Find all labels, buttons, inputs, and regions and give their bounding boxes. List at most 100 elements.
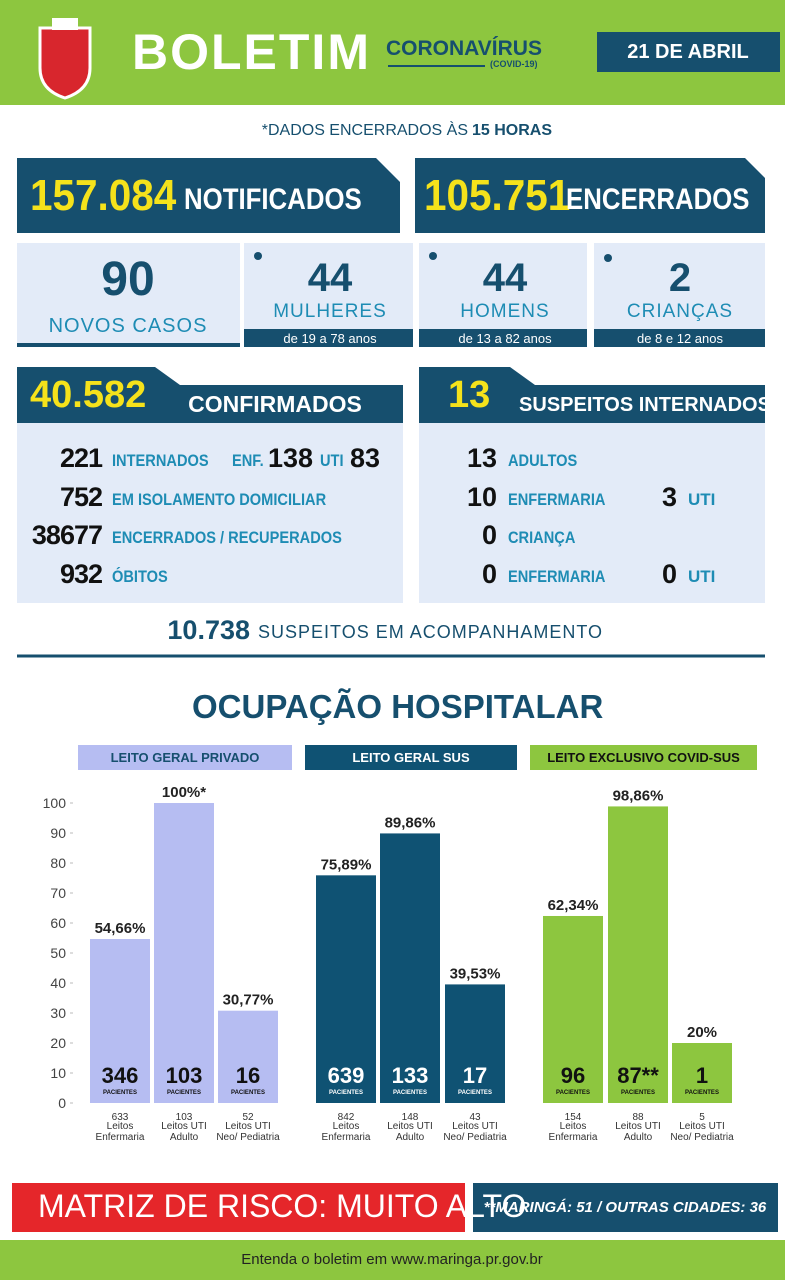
patients-label: PACIENTES xyxy=(621,1090,655,1096)
row-extra-label: UTI xyxy=(320,451,344,470)
patients-label: PACIENTES xyxy=(329,1090,363,1096)
row-label: CRIANÇA xyxy=(508,528,576,547)
bed-count: 52 xyxy=(242,1112,254,1123)
y-tick-label: 90 xyxy=(50,825,66,841)
row-extra-value: 138 xyxy=(268,443,314,473)
risk: MATRIZ DE RISCO: MUITO ALTO xyxy=(38,1188,527,1224)
risk-note: **MARINGÁ: 51 / OUTRAS CIDADES: 36 xyxy=(483,1199,767,1216)
bar xyxy=(672,1043,732,1103)
row-value: 0 xyxy=(481,520,497,550)
patients-label: PACIENTES xyxy=(167,1090,201,1096)
row-extra-value: 83 xyxy=(350,443,381,473)
row-value: 0 xyxy=(481,559,497,589)
icon xyxy=(429,252,437,260)
row-label: ENCERRADOS / RECUPERADOS xyxy=(112,528,342,547)
risk-box xyxy=(12,1183,465,1232)
value-label: 39,53% xyxy=(450,965,501,982)
note-hours: 15 HORAS xyxy=(472,122,553,139)
header-subtitle-note: (COVID-19) xyxy=(490,59,538,69)
total-value: 105.751 xyxy=(424,171,571,220)
total-label: ENCERRADOS xyxy=(566,183,750,216)
row-extra-label: ENF. xyxy=(232,451,264,470)
total-value: 157.084 xyxy=(30,171,177,220)
row-value: 38677 xyxy=(31,520,103,550)
section-title: OCUPAÇÃO HOSPITALAR xyxy=(192,688,604,725)
row-extra-label: UTI xyxy=(688,490,716,509)
value-label: 54,66% xyxy=(95,920,146,937)
y-tick-label: 70 xyxy=(50,885,66,901)
y-tick-label: 30 xyxy=(50,1005,66,1021)
group-label: MULHERES xyxy=(273,301,387,322)
confirmed-value: 40.582 xyxy=(30,374,147,416)
category-label: Leitos Enfermaria xyxy=(95,1121,145,1143)
monitoring-value: 10.738 xyxy=(167,615,250,645)
footer-bar xyxy=(0,1240,785,1280)
header-subtitle: CORONAVÍRUS xyxy=(386,37,542,60)
chart-title: LEITO GERAL PRIVADO xyxy=(111,750,260,765)
footer: Entenda o boletim em www.maringa.pr.gov.… xyxy=(241,1251,543,1268)
range-strip xyxy=(594,329,765,347)
patients-label: PACIENTES xyxy=(103,1090,137,1096)
new-cases-label: NOVOS CASOS xyxy=(48,315,208,337)
suspects-value: 13 xyxy=(448,374,491,416)
y-tick-label: 10 xyxy=(50,1065,66,1081)
suspects-label: SUSPEITOS INTERNADOS xyxy=(519,394,771,416)
group-range: de 19 a 78 anos xyxy=(283,331,377,346)
row-value: 10 xyxy=(466,482,497,512)
row-value: 221 xyxy=(59,443,103,473)
bed-count: 103 xyxy=(176,1112,193,1123)
bed-count: 842 xyxy=(338,1112,355,1123)
patients: 17 xyxy=(463,1063,487,1088)
group-range: de 8 e 12 anos xyxy=(636,331,724,346)
bar xyxy=(380,833,440,1103)
section-body xyxy=(17,423,403,603)
patients: 639 xyxy=(328,1063,365,1088)
note-prefix: *DADOS ENCERRADOS ÀS xyxy=(261,122,468,139)
monitoring-label: SUSPEITOS EM ACOMPANHAMENTO xyxy=(258,622,604,642)
value-label: 100%* xyxy=(162,784,206,801)
group-label: CRIANÇAS xyxy=(626,301,734,322)
row-label: ÓBITOS xyxy=(112,567,168,586)
chart-title: LEITO GERAL SUS xyxy=(352,750,470,765)
y-tick-label: 0 xyxy=(58,1095,66,1111)
bar xyxy=(543,915,603,1103)
group-value: 2 xyxy=(668,256,692,300)
logo-crown xyxy=(52,18,78,30)
date: 21 DE ABRIL xyxy=(627,41,749,63)
bar xyxy=(316,875,376,1103)
stat-rule xyxy=(17,343,240,347)
row-extra-label: UTI xyxy=(688,567,716,586)
row-label: INTERNADOS xyxy=(112,451,209,470)
chart-title-box xyxy=(530,745,757,770)
total-box xyxy=(17,158,400,233)
category-label: Leitos UTI Neo/ Pediatria xyxy=(670,1121,734,1143)
chart-title-box xyxy=(305,745,517,770)
patients: 1 xyxy=(696,1063,708,1088)
chart-title-box xyxy=(78,745,292,770)
bed-count: 88 xyxy=(632,1112,644,1123)
category-label: Leitos UTI Adulto xyxy=(161,1121,207,1143)
bar xyxy=(608,806,668,1103)
value-label: 98,86% xyxy=(613,787,664,804)
section-head xyxy=(419,367,765,423)
value-label: 89,86% xyxy=(385,814,436,831)
group-value: 44 xyxy=(307,256,353,300)
new-cases-value: 90 xyxy=(101,253,155,306)
y-tick-label: 100 xyxy=(43,795,67,811)
patients-label: PACIENTES xyxy=(685,1090,719,1096)
category-label: Leitos UTI Adulto xyxy=(615,1121,661,1143)
range-strip xyxy=(244,329,413,347)
section-head xyxy=(17,367,403,423)
group-value: 44 xyxy=(482,256,528,300)
patients: 16 xyxy=(236,1063,260,1088)
y-tick-label: 40 xyxy=(50,975,66,991)
row-extra-value: 0 xyxy=(661,559,677,589)
category-label: Leitos UTI Adulto xyxy=(387,1121,433,1143)
row-value: 932 xyxy=(59,559,103,589)
group-label: HOMENS xyxy=(460,301,550,322)
icon xyxy=(254,252,262,260)
confirmed-label: CONFIRMADOS xyxy=(188,391,362,417)
bed-count: 633 xyxy=(112,1112,129,1123)
